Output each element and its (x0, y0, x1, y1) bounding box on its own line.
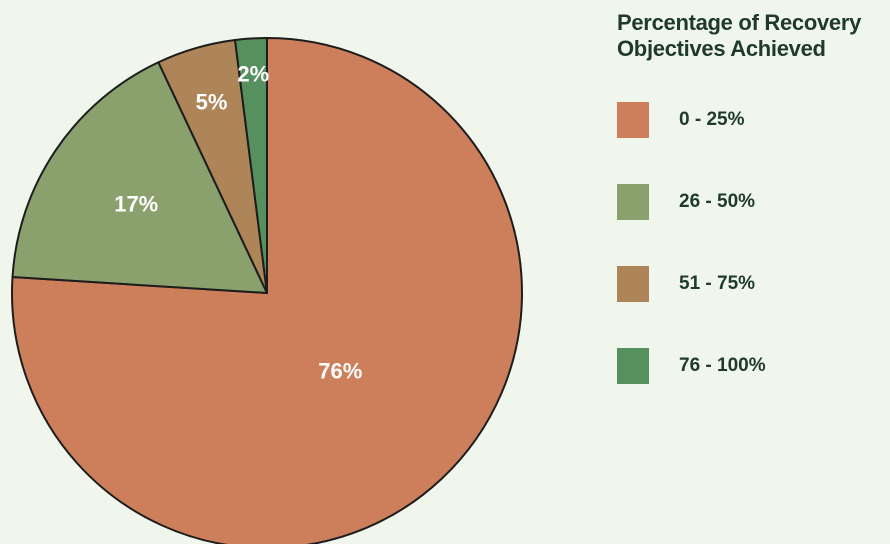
pie-slice (11, 61, 268, 294)
pie-slice (234, 37, 268, 294)
legend-item-51-75: 51 - 75% (617, 266, 887, 302)
pie-slice-labels: 76% 17% 5% 2% (114, 62, 362, 384)
pie-slices (11, 37, 523, 544)
legend-label: 51 - 75% (679, 273, 756, 294)
legend-swatch (617, 266, 649, 302)
legend-label: 0 - 25% (679, 109, 745, 130)
legend-swatch (617, 184, 649, 220)
legend-item-0-25: 0 - 25% (617, 102, 887, 138)
legend-swatch (617, 102, 649, 138)
legend-item-76-100: 76 - 100% (617, 348, 887, 384)
pie-chart-plot: 76% 17% 5% 2% (11, 37, 523, 544)
chart-title: Percentage of Recovery Objectives Achiev… (617, 10, 887, 62)
legend-label: 26 - 50% (679, 191, 756, 212)
pie-slice-label: 17% (114, 192, 158, 217)
legend-label: 76 - 100% (679, 355, 766, 376)
legend-swatch (617, 348, 649, 384)
pie-slice-label: 76% (318, 359, 362, 384)
chart-title-line-2: Objectives Achieved (617, 36, 826, 61)
legend-item-26-50: 26 - 50% (617, 184, 887, 220)
pie-slice (11, 37, 523, 544)
legend: Percentage of Recovery Objectives Achiev… (617, 10, 887, 384)
pie-slice-label: 2% (237, 62, 269, 87)
pie-slice-label: 5% (196, 89, 228, 114)
chart-title-line-1: Percentage of Recovery (617, 10, 862, 35)
